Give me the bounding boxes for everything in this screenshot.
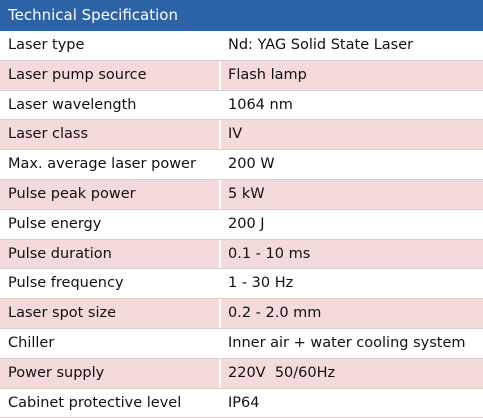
table-row: Pulse duration 0.1 - 10 ms bbox=[0, 239, 483, 270]
table-row: Laser wavelength 1064 nm bbox=[0, 90, 483, 121]
spec-label: Cabinet protective level bbox=[0, 388, 221, 418]
spec-label: Max. average laser power bbox=[0, 150, 221, 179]
spec-value: IV bbox=[228, 126, 243, 143]
table-row: Pulse frequency 1 - 30 Hz bbox=[0, 269, 483, 300]
spec-label: Laser pump source bbox=[0, 60, 221, 90]
table-body: Laser type Nd: YAG Solid State Laser Laser… bbox=[0, 31, 483, 418]
spec-value: 200 J bbox=[228, 215, 265, 232]
spec-label: Laser spot size bbox=[0, 299, 221, 328]
table-row: Laser pump source Flash lamp bbox=[0, 60, 483, 91]
table-row: Laser spot size 0.2 - 2.0 mm bbox=[0, 299, 483, 329]
spec-value: 5 kW bbox=[228, 185, 265, 202]
spec-label: Power supply bbox=[0, 358, 221, 388]
spec-label: Pulse energy bbox=[0, 209, 221, 239]
table-row: Chiller Inner air + water cooling system bbox=[0, 328, 483, 359]
spec-value: 0.2 - 2.0 mm bbox=[228, 305, 322, 322]
table-row: Pulse energy 200 J bbox=[0, 209, 483, 240]
table-title: Technical Specification bbox=[0, 0, 483, 31]
spec-label: Pulse peak power bbox=[0, 179, 221, 209]
spec-value: Flash lamp bbox=[228, 66, 307, 83]
spec-label: Laser class bbox=[0, 120, 221, 150]
spec-value: 1064 nm bbox=[228, 96, 293, 113]
table-row: Max. average laser power 200 W bbox=[0, 150, 483, 180]
spec-value: 220V 50/60Hz bbox=[228, 364, 336, 381]
spec-value: 0.1 - 10 ms bbox=[228, 245, 311, 262]
spec-label: Pulse duration bbox=[0, 239, 221, 269]
table-row: Pulse peak power 5 kW bbox=[0, 179, 483, 210]
spec-label: Laser wavelength bbox=[0, 90, 221, 120]
spec-label: Pulse frequency bbox=[0, 269, 221, 299]
spec-label: Chiller bbox=[0, 328, 221, 358]
table-row: Laser class IV bbox=[0, 120, 483, 151]
spec-value: Inner air + water cooling system bbox=[228, 334, 466, 351]
spec-label: Laser type bbox=[0, 31, 221, 60]
spec-value: 200 W bbox=[228, 156, 275, 173]
table-row: Power supply 220V 50/60Hz bbox=[0, 358, 483, 389]
table-row: Laser type Nd: YAG Solid State Laser bbox=[0, 31, 483, 61]
spec-value: Nd: YAG Solid State Laser bbox=[228, 37, 414, 53]
spec-value: IP64 bbox=[228, 394, 260, 411]
table-row: Cabinet protective level IP64 bbox=[0, 388, 483, 418]
spec-value: 1 - 30 Hz bbox=[228, 275, 294, 292]
